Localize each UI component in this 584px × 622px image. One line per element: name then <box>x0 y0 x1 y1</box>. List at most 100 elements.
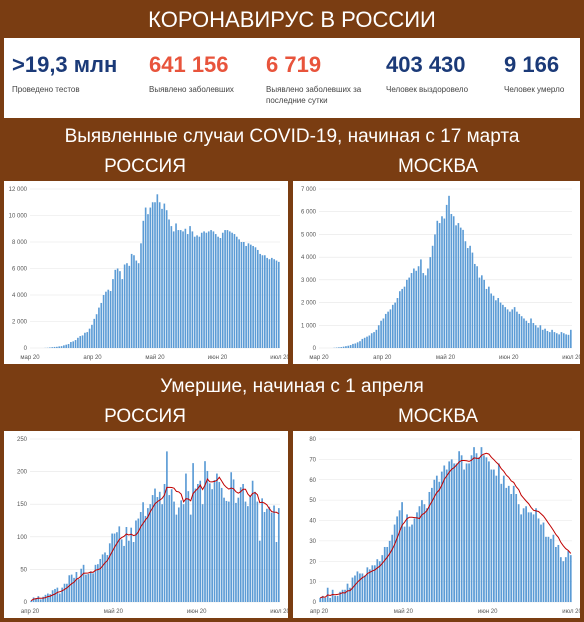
bar <box>441 216 443 348</box>
bar <box>196 235 198 348</box>
bar <box>158 491 161 602</box>
bar <box>113 533 116 602</box>
bar <box>422 273 425 348</box>
bar <box>200 232 203 348</box>
bar <box>485 457 488 602</box>
bar <box>507 485 510 602</box>
y-tick-label: 4 000 <box>12 293 28 299</box>
bar <box>123 545 125 602</box>
bar <box>406 279 408 348</box>
bar <box>244 501 247 602</box>
bar <box>154 488 156 602</box>
bar <box>88 328 91 348</box>
bar <box>39 599 42 602</box>
bar <box>406 514 408 602</box>
bar <box>207 231 210 348</box>
bar <box>186 234 189 348</box>
bar <box>368 569 371 602</box>
bar <box>480 275 483 348</box>
bar <box>210 230 212 348</box>
bar <box>567 334 570 348</box>
bar <box>420 259 422 348</box>
bar <box>275 542 278 602</box>
bar <box>429 257 432 348</box>
bar <box>77 579 80 602</box>
bar <box>345 346 347 348</box>
bar <box>72 341 75 348</box>
bar <box>226 230 229 348</box>
bar <box>466 248 469 348</box>
bar <box>535 508 537 602</box>
stat-label: Человек умерло <box>504 85 565 94</box>
bar <box>205 232 208 348</box>
bar <box>398 291 401 348</box>
bar <box>101 554 104 602</box>
bar <box>212 231 215 348</box>
bar <box>256 501 259 602</box>
bar <box>416 512 418 602</box>
bar <box>532 514 535 602</box>
bar <box>527 323 530 348</box>
bar <box>123 264 126 348</box>
bar <box>238 239 240 348</box>
bar <box>201 504 204 602</box>
bar <box>111 533 113 602</box>
bar <box>497 463 500 602</box>
bar <box>194 488 197 602</box>
bar <box>403 526 406 602</box>
bar <box>502 304 504 348</box>
bar <box>324 597 327 602</box>
bar <box>75 572 78 602</box>
bar <box>161 504 163 602</box>
bar <box>116 268 119 348</box>
bar <box>247 506 249 602</box>
bar <box>65 344 68 348</box>
y-tick-label: 20 <box>309 559 316 565</box>
deaths-russia-title: РОССИЯ <box>104 406 186 427</box>
bar <box>175 223 177 348</box>
x-tick-label: апр 20 <box>83 355 102 361</box>
bar <box>445 204 448 348</box>
cases-moscow-title: МОСКВА <box>397 156 479 177</box>
y-tick-label: 2 000 <box>301 301 317 307</box>
x-tick-label: июн 20 <box>499 355 519 361</box>
bar <box>149 504 152 602</box>
bar <box>525 506 527 602</box>
bar <box>562 561 565 602</box>
bar <box>393 524 396 602</box>
y-tick-label: 7 000 <box>301 187 317 193</box>
y-tick-label: 8 000 <box>12 240 28 246</box>
bar <box>61 587 63 602</box>
bar <box>149 207 152 348</box>
bar <box>137 518 140 602</box>
bar <box>530 512 532 602</box>
bar <box>334 595 336 602</box>
stat-cases-day: 6 719 Выявлено заболевших за последние с… <box>266 52 371 106</box>
x-tick-label: мар 20 <box>309 355 329 361</box>
x-tick-label: май 20 <box>145 354 165 361</box>
bar <box>329 597 332 602</box>
bar <box>471 252 474 348</box>
bar <box>189 514 192 602</box>
y-tick-label: 150 <box>17 502 28 508</box>
bar <box>49 347 51 348</box>
bar <box>199 480 202 602</box>
bar <box>97 564 99 602</box>
bar <box>168 219 170 348</box>
bar <box>132 542 135 602</box>
bar <box>233 234 236 348</box>
bar <box>109 291 112 348</box>
y-tick-label: 1 000 <box>301 323 317 329</box>
chart-deaths-moscow: 0 10 20 30 40 50 60 70 80 апр 20 май 20 июн 20 июл 2… <box>293 431 580 618</box>
bar <box>565 334 567 348</box>
x-tick-label: июл 20 <box>270 609 288 615</box>
bar <box>336 595 339 602</box>
bar <box>430 487 433 602</box>
bar <box>74 340 77 348</box>
bar <box>108 543 111 602</box>
bar <box>435 475 438 602</box>
bar <box>391 304 394 348</box>
bar <box>483 279 485 348</box>
bar <box>418 506 421 602</box>
y-tick-label: 0 <box>24 346 28 352</box>
